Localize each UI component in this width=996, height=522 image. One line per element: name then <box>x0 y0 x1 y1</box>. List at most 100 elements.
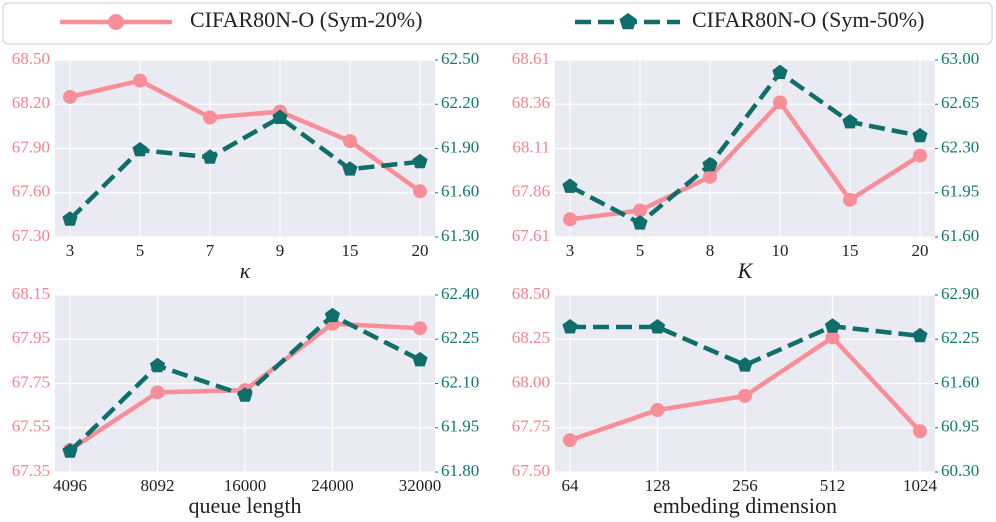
marker <box>824 318 841 333</box>
y2-tick-label: 60.95 <box>941 417 979 436</box>
y-tick-label: 68.00 <box>512 372 550 391</box>
y2-tick-label: 61.95 <box>941 182 979 201</box>
x-tick-label: 64 <box>562 476 580 495</box>
marker <box>237 387 253 402</box>
y-tick-label: 68.36 <box>512 93 550 112</box>
x-tick-label: 9 <box>276 241 285 260</box>
y-tick-label: 67.86 <box>512 182 550 201</box>
y2-tick-label: 61.90 <box>441 137 479 156</box>
marker <box>772 64 788 80</box>
marker <box>912 127 928 143</box>
marker <box>633 203 647 218</box>
y2-tick-label: 61.80 <box>441 461 479 480</box>
x-tick-label: 10 <box>772 241 789 260</box>
y2-tick-label: 62.20 <box>441 93 479 112</box>
marker <box>737 357 753 372</box>
y-tick-label: 67.35 <box>12 461 50 480</box>
x-tick-label: 16000 <box>224 476 267 495</box>
marker <box>825 330 840 345</box>
x-axis-label: embeding dimension <box>653 493 837 518</box>
marker <box>413 321 427 336</box>
y2-tick-label: 62.25 <box>441 328 479 347</box>
y-tick-label: 68.15 <box>12 284 50 303</box>
marker <box>342 161 358 176</box>
marker <box>343 134 357 149</box>
x-axis-label: K <box>737 258 754 283</box>
marker <box>149 357 166 373</box>
legend-marker <box>108 14 124 30</box>
marker <box>150 385 165 400</box>
y-tick-label: 67.90 <box>12 137 50 156</box>
y2-tick-label: 62.50 <box>441 49 479 68</box>
legend-label: CIFAR80N-O (Sym-50%) <box>692 7 924 32</box>
marker <box>773 95 787 110</box>
y2-tick-label: 61.60 <box>441 182 479 201</box>
x-tick-label: 5 <box>636 241 645 260</box>
marker <box>632 215 648 230</box>
y-tick-label: 67.50 <box>512 461 550 480</box>
marker <box>412 351 428 367</box>
x-tick-label: 24000 <box>311 476 354 495</box>
y-tick-label: 68.61 <box>512 49 550 68</box>
marker <box>649 319 666 334</box>
y-tick-label: 68.11 <box>512 137 550 156</box>
y2-tick-label: 63.00 <box>941 49 979 68</box>
y2-tick-label: 61.60 <box>941 372 979 391</box>
marker <box>324 307 341 323</box>
y2-tick-label: 60.30 <box>941 461 979 480</box>
marker <box>842 114 858 129</box>
y-tick-label: 67.75 <box>512 417 550 436</box>
y-tick-label: 67.75 <box>12 372 50 391</box>
marker <box>272 109 288 124</box>
y-tick-label: 67.55 <box>12 417 50 436</box>
marker <box>702 156 718 172</box>
x-tick-label: 7 <box>206 241 215 260</box>
marker <box>843 192 857 207</box>
marker <box>133 73 147 88</box>
x-tick-label: 32000 <box>399 476 442 495</box>
legend-marker <box>619 13 637 30</box>
x-tick-label: 4096 <box>53 476 87 495</box>
y2-tick-label: 61.30 <box>441 226 479 245</box>
legend-box <box>2 2 993 45</box>
x-tick-label: 15 <box>842 241 859 260</box>
marker <box>413 184 427 199</box>
marker <box>562 319 578 334</box>
marker <box>562 178 578 193</box>
x-tick-label: 1024 <box>903 476 938 495</box>
y2-tick-label: 62.10 <box>441 372 479 391</box>
marker <box>563 212 577 227</box>
marker <box>738 388 752 403</box>
y-tick-label: 68.25 <box>512 328 550 347</box>
marker <box>132 142 148 157</box>
marker <box>202 149 218 164</box>
y2-tick-label: 62.25 <box>941 328 979 347</box>
marker <box>650 403 665 418</box>
x-tick-label: 3 <box>66 241 75 260</box>
series-line <box>69 78 422 194</box>
marker <box>203 110 217 125</box>
series-line <box>569 100 922 222</box>
y-tick-label: 67.95 <box>12 328 50 347</box>
y-tick-label: 68.50 <box>12 49 50 68</box>
x-tick-label: 15 <box>342 241 359 260</box>
x-axis-label: queue length <box>188 493 301 518</box>
y2-tick-label: 61.95 <box>441 417 479 436</box>
x-tick-label: 8 <box>706 241 715 260</box>
marker <box>62 211 78 226</box>
series-line <box>68 115 421 221</box>
y-tick-label: 68.20 <box>12 93 50 112</box>
marker <box>412 153 428 169</box>
x-tick-label: 512 <box>820 476 846 495</box>
marker <box>563 433 577 448</box>
x-tick-label: 20 <box>912 241 929 260</box>
y2-tick-label: 62.40 <box>441 284 479 303</box>
marker <box>913 148 927 163</box>
marker <box>62 443 78 458</box>
y2-tick-label: 62.30 <box>941 137 979 156</box>
y2-tick-label: 61.60 <box>941 226 979 245</box>
x-tick-label: 20 <box>412 241 429 260</box>
marker <box>912 327 928 343</box>
marker <box>63 89 77 104</box>
x-tick-label: 256 <box>732 476 758 495</box>
